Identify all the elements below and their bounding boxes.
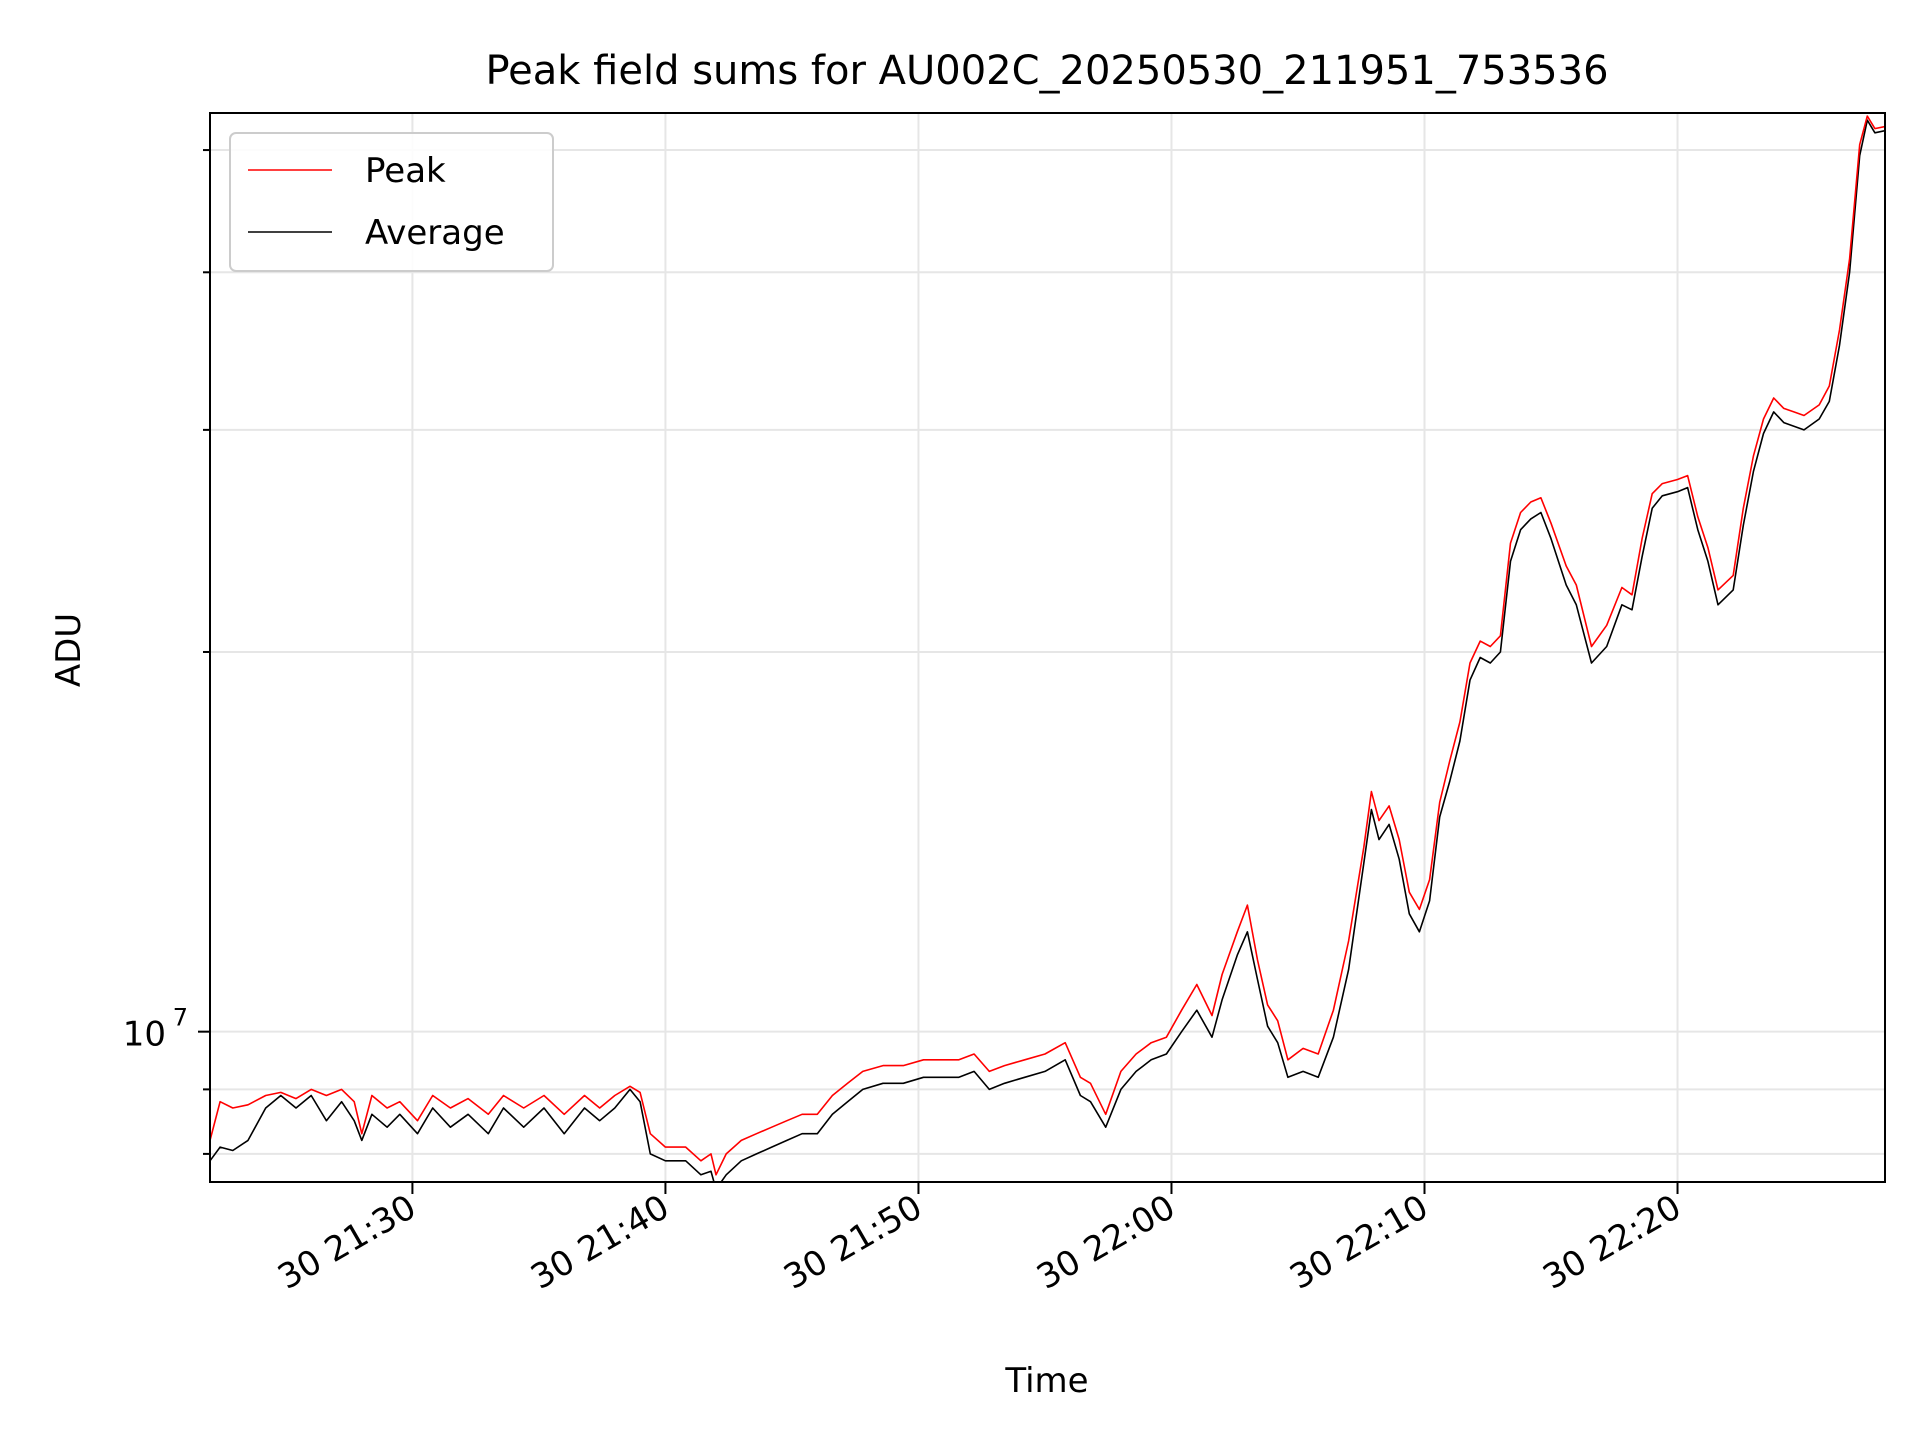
grid xyxy=(210,113,1885,1182)
chart-title: Peak field sums for AU002C_20250530_2119… xyxy=(485,48,1608,94)
x-axis-label: Time xyxy=(1004,1361,1088,1401)
legend-label-peak: Peak xyxy=(365,151,446,191)
legend-label-average: Average xyxy=(365,213,505,253)
legend-box xyxy=(229,132,554,272)
axes-frame xyxy=(209,112,1886,1183)
plot-lines xyxy=(210,115,1885,1182)
legend: Peak Average xyxy=(229,132,554,272)
series-line-peak xyxy=(210,115,1885,1176)
y-tick-exponent: 7 xyxy=(173,1004,188,1032)
series-line-average xyxy=(210,119,1885,1182)
y-tick-label: 10 xyxy=(123,1015,166,1055)
y-axis-label: ADU xyxy=(49,613,89,687)
